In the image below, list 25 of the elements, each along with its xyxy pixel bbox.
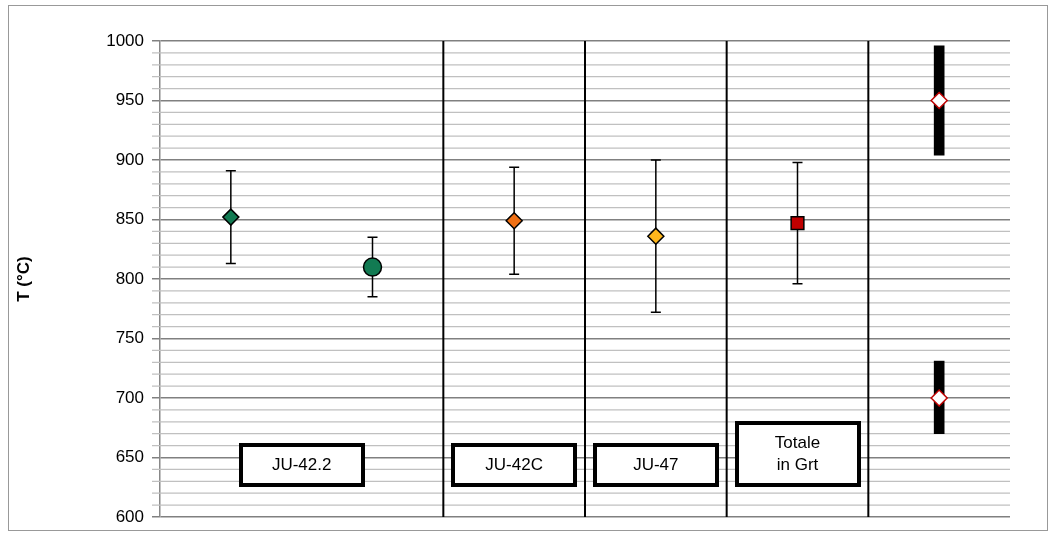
y-tick-label: 850 [115,209,144,229]
annotation: JU-47 [633,454,679,476]
y-tick-label: 800 [115,268,144,288]
y-tick-label: 600 [115,506,144,526]
y-tick-label: 650 [115,447,144,467]
y-tick-label: 700 [115,387,144,407]
text-box: JU-47 [592,443,719,487]
annotation: JU-42C [485,454,543,476]
point [222,208,240,226]
y-axis-title: T (°C) [13,256,33,302]
text-box: Totale in Grt [734,421,861,487]
y-tick-label: 950 [115,90,144,110]
y-tick-label: 1000 [106,30,144,50]
point [930,91,948,110]
y-tick-label: 900 [115,149,144,169]
y-tick-label: 750 [115,328,144,348]
annotation: JU-42.2 [271,454,332,476]
point [930,389,948,407]
text-box: JU-42C [451,443,578,487]
point [647,227,665,245]
point [790,215,805,231]
text-box: JU-42.2 [238,443,365,487]
annotation: Totale in Grt [773,432,822,476]
point [505,211,523,230]
point [362,257,383,277]
